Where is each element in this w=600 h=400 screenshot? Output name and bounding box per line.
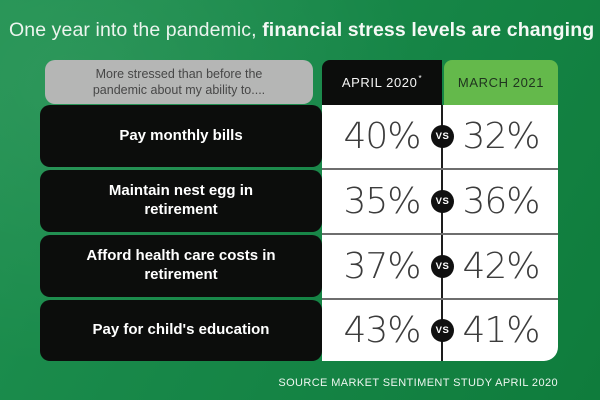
value-april-row-3: 37% — [343, 245, 421, 287]
page-title: One year into the pandemic, financial st… — [9, 17, 595, 43]
value-april-row-2: 35% — [343, 180, 421, 222]
row-label-maintain-nest-egg: Maintain nest egg in retirement — [40, 170, 322, 232]
row-label-pay-for-childs-education: Pay for child's education — [40, 300, 322, 361]
row-label-text: Maintain nest egg in retirement — [108, 182, 254, 218]
column-header-april-label: APRIL 2020 — [341, 75, 418, 90]
row-separator — [322, 233, 558, 235]
value-march-row-4: 41% — [462, 310, 540, 351]
value-april-row-4: 43% — [343, 310, 421, 351]
vs-badge: vs — [431, 319, 454, 342]
value-march-row-1: 32% — [462, 115, 540, 157]
vs-badge: vs — [431, 125, 454, 148]
row-label-text: Pay monthly bills — [119, 126, 243, 144]
row-separator — [322, 168, 558, 170]
table-header-description-text: More stressed than before the pandemic a… — [92, 66, 266, 98]
vs-badge: vs — [431, 190, 454, 213]
vs-badge: vs — [431, 255, 454, 278]
column-header-april-2020: APRIL 2020 * — [322, 60, 442, 105]
column-header-march-2021: MARCH 2021 — [444, 60, 558, 105]
table-header-description: More stressed than before the pandemic a… — [45, 60, 313, 104]
row-label-afford-health-care: Afford health care costs in retirement — [40, 235, 322, 297]
value-march-row-3: 42% — [462, 245, 540, 287]
row-separator — [322, 298, 558, 300]
row-label-pay-monthly-bills: Pay monthly bills — [40, 105, 322, 167]
row-label-text: Afford health care costs in retirement — [86, 247, 276, 283]
title-regular-part: One year into the pandemic, — [9, 19, 257, 41]
value-march-row-2: 36% — [462, 180, 540, 222]
value-april-row-1: 40% — [343, 115, 421, 157]
row-label-text: Pay for child's education — [92, 321, 270, 339]
column-header-march-label: MARCH 2021 — [457, 75, 545, 90]
source-note: SOURCE MARKET SENTIMENT STUDY APRIL 2020 — [278, 377, 558, 389]
title-bold-part: financial stress levels are changing — [262, 19, 595, 41]
footnote-asterisk: * — [418, 74, 423, 83]
